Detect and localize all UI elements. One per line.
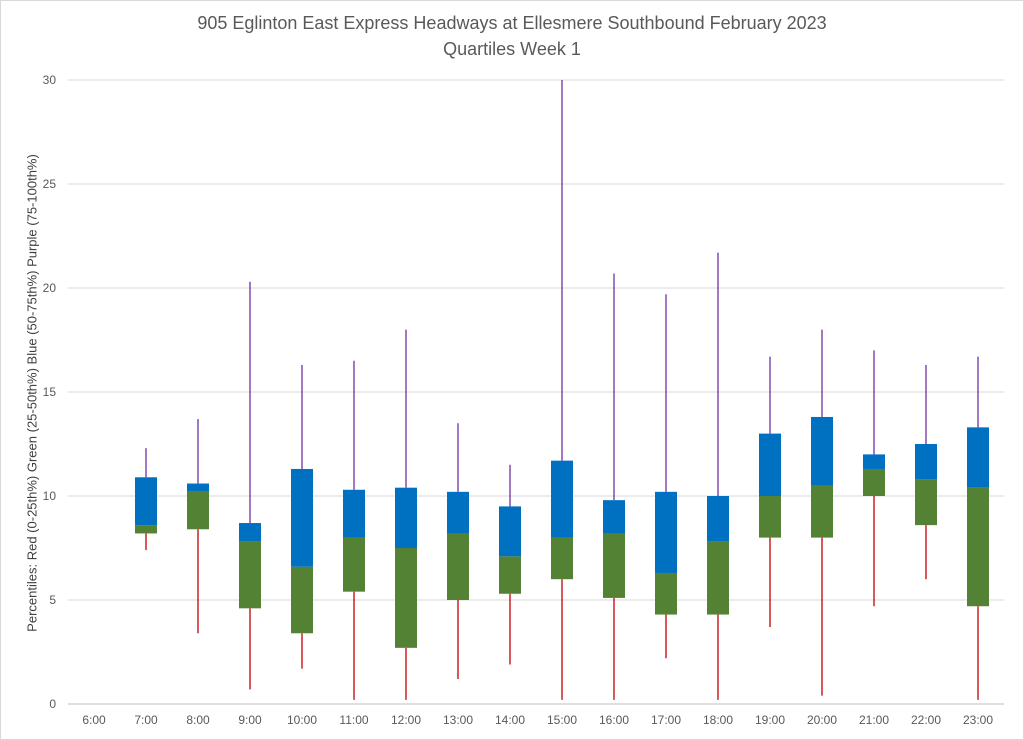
box-upper-half bbox=[811, 416, 833, 486]
box-lower-half bbox=[967, 487, 989, 607]
box-lower-half bbox=[395, 548, 417, 648]
chart-title: 905 Eglinton East Express Headways at El… bbox=[197, 13, 827, 33]
x-tick-label: 22:00 bbox=[911, 713, 941, 727]
x-tick-label: 14:00 bbox=[495, 713, 525, 727]
x-tick-label: 13:00 bbox=[443, 713, 473, 727]
box-lower-half bbox=[915, 479, 937, 526]
x-tick-label: 6:00 bbox=[82, 713, 106, 727]
y-tick-label: 20 bbox=[43, 281, 57, 295]
box-upper-half bbox=[135, 477, 157, 526]
x-tick-label: 7:00 bbox=[134, 713, 158, 727]
box-upper-half bbox=[655, 491, 677, 573]
y-tick-label: 5 bbox=[49, 593, 56, 607]
box-lower-half bbox=[447, 533, 469, 600]
box-upper-half bbox=[551, 460, 573, 538]
box-lower-half bbox=[863, 468, 885, 496]
box-upper-half bbox=[707, 496, 729, 542]
box-upper-half bbox=[759, 433, 781, 496]
box-upper-half bbox=[967, 427, 989, 488]
box-lower-half bbox=[239, 541, 261, 609]
x-tick-label: 18:00 bbox=[703, 713, 733, 727]
box-lower-half bbox=[759, 496, 781, 538]
x-tick-label: 15:00 bbox=[547, 713, 577, 727]
box-lower-half bbox=[811, 485, 833, 538]
box-upper-half bbox=[603, 500, 625, 534]
box-upper-half bbox=[447, 491, 469, 534]
chart-subtitle: Quartiles Week 1 bbox=[443, 39, 581, 59]
box-lower-half bbox=[603, 533, 625, 598]
box-lower-half bbox=[499, 556, 521, 594]
x-tick-label: 17:00 bbox=[651, 713, 681, 727]
box-upper-half bbox=[395, 487, 417, 548]
x-tick-label: 10:00 bbox=[287, 713, 317, 727]
y-tick-label: 10 bbox=[43, 489, 57, 503]
y-tick-label: 15 bbox=[43, 385, 57, 399]
box-lower-half bbox=[655, 572, 677, 615]
x-tick-label: 16:00 bbox=[599, 713, 629, 727]
x-tick-label: 23:00 bbox=[963, 713, 993, 727]
y-tick-label: 25 bbox=[43, 177, 57, 191]
box-lower-half bbox=[707, 541, 729, 615]
x-tick-label: 21:00 bbox=[859, 713, 889, 727]
x-tick-label: 19:00 bbox=[755, 713, 785, 727]
box-upper-half bbox=[499, 506, 521, 557]
x-tick-label: 8:00 bbox=[186, 713, 210, 727]
y-tick-label: 0 bbox=[49, 697, 56, 711]
box-lower-half bbox=[187, 491, 209, 530]
box-upper-half bbox=[291, 468, 313, 567]
box-upper-half bbox=[239, 523, 261, 542]
box-lower-half bbox=[291, 566, 313, 634]
x-tick-label: 20:00 bbox=[807, 713, 837, 727]
x-tick-label: 11:00 bbox=[339, 713, 368, 727]
x-tick-label: 12:00 bbox=[391, 713, 421, 727]
box-upper-half bbox=[863, 454, 885, 469]
y-tick-label: 30 bbox=[43, 73, 57, 87]
box-lower-half bbox=[551, 537, 573, 580]
box-lower-half bbox=[343, 537, 365, 592]
box-upper-half bbox=[915, 444, 937, 480]
box-lower-half bbox=[135, 525, 157, 534]
box-upper-half bbox=[187, 483, 209, 492]
x-tick-label: 9:00 bbox=[238, 713, 262, 727]
box-upper-half bbox=[343, 489, 365, 538]
